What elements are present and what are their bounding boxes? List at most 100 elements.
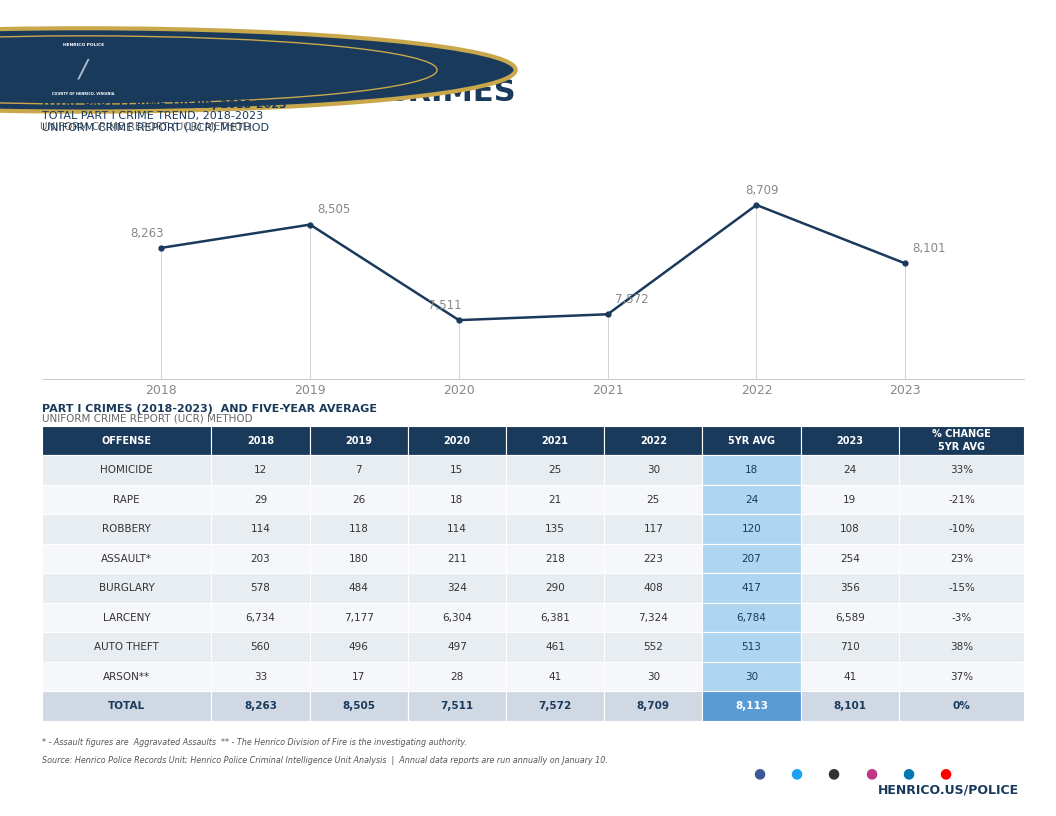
FancyBboxPatch shape <box>408 632 506 662</box>
FancyBboxPatch shape <box>506 426 604 455</box>
Text: 0%: 0% <box>953 701 970 711</box>
FancyBboxPatch shape <box>702 485 800 514</box>
Text: 12: 12 <box>253 465 267 475</box>
FancyBboxPatch shape <box>42 603 211 632</box>
Text: % CHANGE
5YR AVG: % CHANGE 5YR AVG <box>932 429 991 452</box>
FancyBboxPatch shape <box>800 662 899 691</box>
Text: 6,304: 6,304 <box>442 613 472 623</box>
FancyBboxPatch shape <box>506 485 604 514</box>
Text: 290: 290 <box>545 583 565 593</box>
Text: 21: 21 <box>548 494 562 504</box>
FancyBboxPatch shape <box>604 485 702 514</box>
Text: 8,113: 8,113 <box>735 701 768 711</box>
FancyBboxPatch shape <box>211 662 309 691</box>
FancyBboxPatch shape <box>702 632 800 662</box>
Text: 6,734: 6,734 <box>246 613 276 623</box>
FancyBboxPatch shape <box>800 543 899 574</box>
FancyBboxPatch shape <box>42 691 211 721</box>
Text: -10%: -10% <box>948 524 975 534</box>
FancyBboxPatch shape <box>309 514 408 543</box>
FancyBboxPatch shape <box>408 691 506 721</box>
Text: 19: 19 <box>843 494 856 504</box>
Text: 28: 28 <box>450 672 464 681</box>
Text: 560: 560 <box>250 642 270 652</box>
Text: 120: 120 <box>741 524 761 534</box>
Text: 7,511: 7,511 <box>440 701 473 711</box>
FancyBboxPatch shape <box>702 514 800 543</box>
Text: 41: 41 <box>548 672 562 681</box>
FancyBboxPatch shape <box>211 543 309 574</box>
Text: 578: 578 <box>250 583 270 593</box>
Text: 497: 497 <box>447 642 467 652</box>
Text: ●: ● <box>828 766 840 780</box>
Text: 6,784: 6,784 <box>737 613 767 623</box>
Text: 2020: 2020 <box>444 436 470 446</box>
Text: 2023 HENRICO POLICE CRIME STATISTICS: 2023 HENRICO POLICE CRIME STATISTICS <box>148 46 379 56</box>
FancyBboxPatch shape <box>211 455 309 485</box>
FancyBboxPatch shape <box>702 455 800 485</box>
Text: AUTO THEFT: AUTO THEFT <box>94 642 159 652</box>
FancyBboxPatch shape <box>899 543 1024 574</box>
Text: 461: 461 <box>545 642 565 652</box>
Text: 203: 203 <box>250 553 270 564</box>
Text: 114: 114 <box>447 524 467 534</box>
Text: 30: 30 <box>646 465 660 475</box>
FancyBboxPatch shape <box>506 632 604 662</box>
FancyBboxPatch shape <box>604 632 702 662</box>
Text: 15: 15 <box>450 465 464 475</box>
Text: 417: 417 <box>741 583 761 593</box>
Text: 7: 7 <box>356 465 362 475</box>
Text: 135: 135 <box>545 524 565 534</box>
FancyBboxPatch shape <box>899 691 1024 721</box>
FancyBboxPatch shape <box>42 426 211 455</box>
Text: 6,589: 6,589 <box>835 613 865 623</box>
Text: 30: 30 <box>646 672 660 681</box>
FancyBboxPatch shape <box>309 426 408 455</box>
FancyBboxPatch shape <box>309 455 408 485</box>
FancyBboxPatch shape <box>506 455 604 485</box>
FancyBboxPatch shape <box>408 485 506 514</box>
FancyBboxPatch shape <box>899 574 1024 603</box>
Circle shape <box>0 29 515 112</box>
Text: 18: 18 <box>450 494 464 504</box>
Text: 2022: 2022 <box>640 436 666 446</box>
Text: 37%: 37% <box>950 672 974 681</box>
Text: 408: 408 <box>643 583 663 593</box>
FancyBboxPatch shape <box>42 485 211 514</box>
FancyBboxPatch shape <box>408 662 506 691</box>
Text: 108: 108 <box>840 524 860 534</box>
Text: 2019: 2019 <box>345 436 372 446</box>
FancyBboxPatch shape <box>309 691 408 721</box>
FancyBboxPatch shape <box>899 514 1024 543</box>
Text: 552: 552 <box>643 642 663 652</box>
FancyBboxPatch shape <box>702 426 800 455</box>
FancyBboxPatch shape <box>506 662 604 691</box>
FancyBboxPatch shape <box>211 426 309 455</box>
Text: 8,101: 8,101 <box>833 701 866 711</box>
Text: 496: 496 <box>348 642 369 652</box>
Text: 8,709: 8,709 <box>746 184 779 197</box>
Text: 324: 324 <box>447 583 467 593</box>
FancyBboxPatch shape <box>899 603 1024 632</box>
Text: 513: 513 <box>741 642 761 652</box>
FancyBboxPatch shape <box>408 543 506 574</box>
FancyBboxPatch shape <box>42 662 211 691</box>
FancyBboxPatch shape <box>309 632 408 662</box>
FancyBboxPatch shape <box>309 603 408 632</box>
Text: 25: 25 <box>646 494 660 504</box>
FancyBboxPatch shape <box>42 543 211 574</box>
FancyBboxPatch shape <box>408 426 506 455</box>
Text: 2018: 2018 <box>247 436 275 446</box>
Text: ROBBERY: ROBBERY <box>102 524 151 534</box>
Text: 2023: 2023 <box>836 436 863 446</box>
Text: Source: Henrico Police Records Unit; Henrico Police Criminal Intelligence Unit A: Source: Henrico Police Records Unit; Hen… <box>42 756 608 765</box>
Text: 7,572: 7,572 <box>539 701 571 711</box>
Text: UNIFORM CRIME REPORT (UCR) METHOD: UNIFORM CRIME REPORT (UCR) METHOD <box>40 122 251 131</box>
FancyBboxPatch shape <box>604 574 702 603</box>
Text: 17: 17 <box>352 672 365 681</box>
Text: 211: 211 <box>447 553 467 564</box>
FancyBboxPatch shape <box>604 426 702 455</box>
Text: 8,709: 8,709 <box>637 701 670 711</box>
FancyBboxPatch shape <box>800 485 899 514</box>
Text: -21%: -21% <box>948 494 975 504</box>
